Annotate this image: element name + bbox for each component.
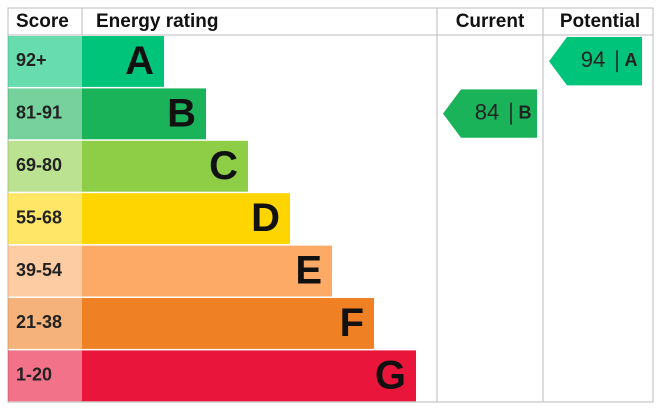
rating-bar [82,298,374,349]
rating-letter: G [375,353,406,397]
score-cell [8,88,82,140]
header-potential: Potential [560,11,640,32]
rating-letter: D [251,196,280,240]
rating-letter: A [125,39,154,83]
rating-letter: F [340,301,364,345]
rating-letter: E [295,249,322,293]
score-label: 92+ [16,50,47,70]
current-arrow [443,89,537,138]
rating-bar [82,140,248,192]
score-cell [8,350,82,402]
rating-bar [82,350,416,402]
score-label: 81-91 [16,103,62,123]
score-label: 21-38 [16,312,62,332]
score-cell [8,193,82,245]
header-rating: Energy rating [96,11,218,32]
potential-letter: A [625,50,638,70]
score-label: 1-20 [16,365,52,385]
score-label: 69-80 [16,155,62,175]
potential-value: 94 [581,47,605,72]
rating-bar [82,193,290,245]
rating-bar [82,88,206,140]
score-cell [8,140,82,192]
score-label: 55-68 [16,207,62,227]
rating-bar [82,36,164,87]
score-label: 39-54 [16,260,62,280]
rating-letter: C [209,144,238,188]
score-cell [8,36,82,87]
current-value: 84 [475,99,499,124]
score-cell [8,245,82,297]
header-score: Score [16,11,69,32]
current-letter: B [519,102,532,122]
rating-bar [82,245,332,297]
rating-letter: B [167,91,196,135]
score-cell [8,298,82,349]
potential-arrow [549,37,642,86]
header-current: Current [456,11,525,32]
